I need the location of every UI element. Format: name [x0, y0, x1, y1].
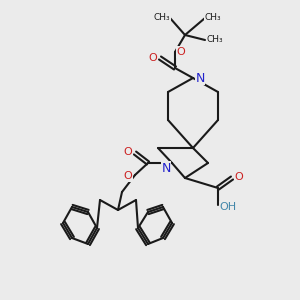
Text: O: O — [124, 147, 132, 157]
Text: O: O — [177, 47, 185, 57]
Text: O: O — [124, 171, 132, 181]
Text: N: N — [161, 161, 171, 175]
Text: N: N — [195, 71, 205, 85]
Text: CH₃: CH₃ — [207, 35, 223, 44]
Text: CH₃: CH₃ — [154, 14, 170, 22]
Text: CH₃: CH₃ — [205, 14, 221, 22]
Text: OH: OH — [219, 202, 237, 212]
Text: O: O — [148, 53, 158, 63]
Text: O: O — [235, 172, 243, 182]
